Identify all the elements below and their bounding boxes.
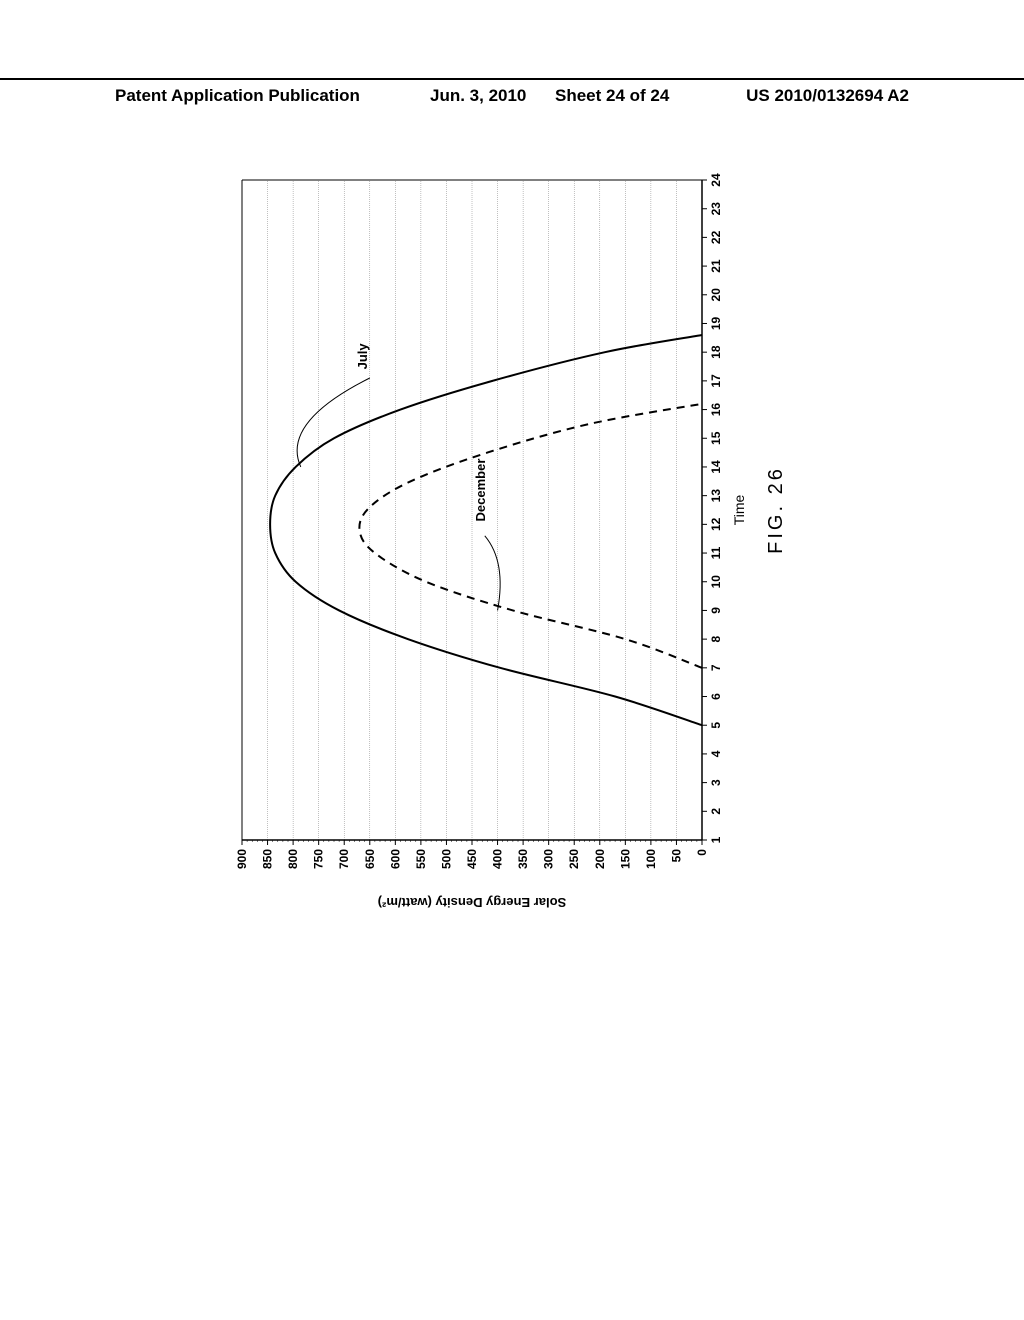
y-tick-label: 200	[593, 849, 607, 869]
page: Patent Application Publication Jun. 3, 2…	[0, 0, 1024, 1320]
x-tick-label: 8	[709, 635, 723, 642]
label-july: July	[355, 343, 370, 370]
x-tick-label: 2	[709, 808, 723, 815]
x-tick-label: 11	[709, 546, 723, 559]
y-tick-label: 450	[465, 849, 479, 869]
x-tick-label: 19	[709, 316, 723, 330]
label-december: December	[473, 459, 488, 522]
plot-background	[232, 170, 792, 930]
x-tick-label: 3	[709, 779, 723, 786]
x-tick-label: 1	[709, 836, 723, 843]
x-tick-label: 5	[709, 722, 723, 729]
x-tick-label: 7	[709, 664, 723, 671]
header-left: Patent Application Publication	[115, 86, 360, 106]
chart-wrapper: 0 50 100 150 200 250 300 350 400 450 500 550 600 650 7…	[0, 130, 1024, 1030]
x-tick-label: 22	[709, 230, 723, 244]
y-tick-label: 650	[363, 849, 377, 869]
y-tick-label: 750	[312, 849, 326, 869]
x-tick-label: 10	[709, 575, 723, 589]
y-tick-label: 400	[491, 849, 505, 869]
x-tick-label: 14	[709, 460, 723, 474]
header-date: Jun. 3, 2010	[430, 86, 526, 106]
x-tick-label: 6	[709, 693, 723, 700]
y-tick-label: 350	[516, 849, 530, 869]
y-tick-label: 0	[695, 849, 709, 856]
y-tick-label: 100	[644, 849, 658, 869]
y-tick-label: 600	[388, 849, 402, 869]
y-tick-label: 150	[618, 849, 632, 869]
chart-rotator: 0 50 100 150 200 250 300 350 400 450 500 550 600 650 7…	[232, 170, 792, 930]
y-tick-label: 900	[235, 849, 249, 869]
x-tick-label: 15	[709, 431, 723, 445]
x-tick-label: 20	[709, 288, 723, 302]
figure-label: FIG. 26	[765, 466, 787, 554]
y-tick-label: 550	[414, 849, 428, 869]
y-tick-label: 700	[337, 849, 351, 869]
x-tick-label: 9	[709, 607, 723, 614]
x-axis-title: Time	[731, 494, 747, 525]
y-axis-title: Solar Energy Density (watt/m²)	[378, 895, 567, 910]
x-tick-label: 17	[709, 374, 723, 388]
header-sheet: Sheet 24 of 24	[555, 86, 669, 106]
y-tick-label: 800	[286, 849, 300, 869]
header-pubnum: US 2010/0132694 A2	[746, 86, 909, 106]
x-tick-label: 4	[709, 750, 723, 757]
x-tick-label: 23	[709, 202, 723, 216]
x-tick-label: 16	[709, 403, 723, 417]
x-tick-label: 18	[709, 345, 723, 359]
x-tick-label: 12	[709, 517, 723, 531]
x-tick-label: 21	[709, 259, 723, 273]
y-tick-label: 300	[542, 849, 556, 869]
y-tick-label: 50	[669, 849, 683, 863]
page-header: Patent Application Publication Jun. 3, 2…	[0, 78, 1024, 86]
chart-svg: 0 50 100 150 200 250 300 350 400 450 500 550 600 650 7…	[232, 170, 792, 930]
y-tick-label: 500	[439, 849, 453, 869]
y-tick-label: 250	[567, 849, 581, 869]
x-tick-label: 24	[709, 173, 723, 187]
y-tick-label: 850	[261, 849, 275, 869]
x-tick-label: 13	[709, 489, 723, 503]
